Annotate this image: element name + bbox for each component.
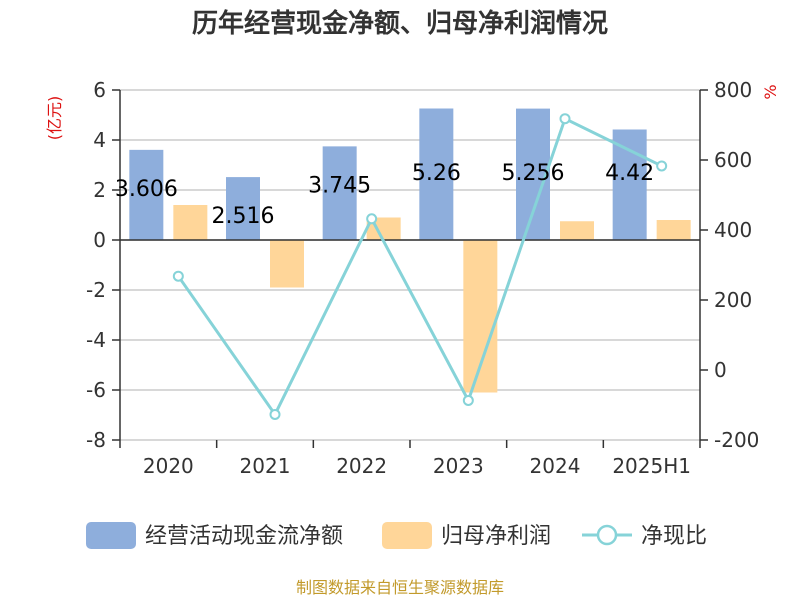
line-series <box>172 113 668 420</box>
left-tick-label: -2 <box>86 278 106 302</box>
left-tick-label: 2 <box>93 178 106 202</box>
net-profit-bar <box>270 240 304 288</box>
net-profit-bar <box>656 220 691 240</box>
left-tick-label: 0 <box>93 228 106 252</box>
cashflow-data-label: 5.256 <box>502 161 565 186</box>
bar-series <box>129 108 691 393</box>
ratio-point <box>462 394 474 406</box>
legend-label-cashflow: 经营活动现金流净额 <box>145 524 343 549</box>
right-axis-unit: % <box>761 84 780 99</box>
cashflow-bar <box>612 129 647 240</box>
right-tick-label: 200 <box>714 288 752 312</box>
ratio-point <box>656 160 668 172</box>
cashflow-data-label: 5.26 <box>412 161 461 186</box>
cashflow-bar <box>322 146 357 240</box>
cashflow-bar <box>226 177 260 240</box>
x-tick-label: 2023 <box>433 454 484 478</box>
left-tick-label: 6 <box>93 78 106 102</box>
x-tick-label: 2022 <box>336 454 387 478</box>
legend-label-net-profit: 归母净利润 <box>441 524 551 549</box>
ratio-point <box>366 213 378 225</box>
ratio-line <box>177 116 663 418</box>
source-note: 制图数据来自恒生聚源数据库 <box>296 578 504 597</box>
ratio-point <box>269 408 281 420</box>
left-tick-label: -4 <box>86 328 106 352</box>
x-tick-label: 2025H1 <box>612 454 691 478</box>
right-tick-label: 800 <box>714 78 752 102</box>
cashflow-bar <box>516 108 550 240</box>
net-profit-bar <box>173 205 208 240</box>
left-tick-label: -8 <box>86 428 106 452</box>
cashflow-data-label: 3.745 <box>308 173 371 198</box>
right-tick-label: 400 <box>714 218 752 242</box>
left-tick-label: 4 <box>93 128 106 152</box>
right-tick-label: 600 <box>714 148 752 172</box>
right-tick-label: 0 <box>714 358 727 382</box>
legend-marker-ratio <box>596 524 618 546</box>
net-profit-bar <box>560 221 594 240</box>
x-tick-label: 2021 <box>240 454 291 478</box>
x-tick-label: 2024 <box>530 454 581 478</box>
legend-swatch-net-profit <box>382 522 432 549</box>
data-labels: 3.606 2.516 3.745 5.26 5.256 4.42 <box>115 161 654 229</box>
right-tick-label: -200 <box>714 428 759 452</box>
cashflow-bar <box>129 149 164 240</box>
legend: 经营活动现金流净额 归母净利润 净现比 <box>86 522 707 549</box>
cashflow-data-label: 2.516 <box>212 204 275 229</box>
legend-label-ratio: 净现比 <box>641 524 707 549</box>
legend-swatch-cashflow <box>86 522 136 549</box>
ratio-point <box>172 270 184 282</box>
ratio-point <box>559 113 571 125</box>
tick-labels: 6 4 2 0 -2 -4 -6 -8 800 600 400 200 0 -200 2020 2021 202… <box>86 78 759 478</box>
chart-title: 历年经营现金净额、归母净利润情况 <box>192 8 608 39</box>
cashflow-data-label: 3.606 <box>115 177 178 202</box>
left-axis-unit: (亿元) <box>45 96 64 141</box>
left-tick-label: -6 <box>86 378 106 402</box>
cashflow-data-label: 4.42 <box>605 161 654 186</box>
axes <box>112 89 708 448</box>
x-tick-label: 2020 <box>143 454 194 478</box>
cashflow-bar <box>419 108 454 240</box>
